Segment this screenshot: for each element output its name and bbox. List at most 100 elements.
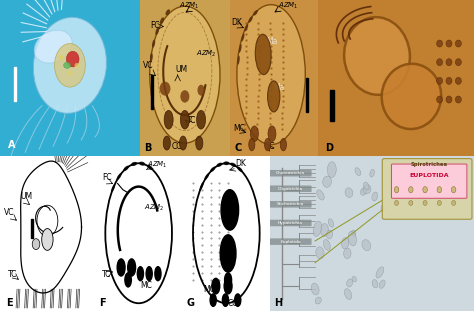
Ellipse shape [341,238,349,249]
Ellipse shape [446,59,452,66]
Text: UM: UM [21,192,33,201]
Ellipse shape [150,53,153,62]
Ellipse shape [248,16,253,23]
Ellipse shape [437,96,443,103]
Ellipse shape [452,201,456,206]
Bar [31,219,33,238]
Ellipse shape [456,77,461,84]
Ellipse shape [409,187,413,193]
Ellipse shape [316,247,324,259]
Text: Ma: Ma [237,198,248,207]
Ellipse shape [33,17,107,113]
Ellipse shape [423,187,428,193]
Text: $\mathit{AZM}_1$: $\mathit{AZM}_1$ [278,1,299,11]
Ellipse shape [221,190,238,230]
Ellipse shape [245,24,248,31]
Ellipse shape [204,173,209,180]
Text: F: F [99,298,106,308]
Ellipse shape [164,110,173,129]
Ellipse shape [328,219,334,227]
Text: CC: CC [265,142,275,151]
Ellipse shape [255,34,271,75]
Ellipse shape [437,77,443,84]
Ellipse shape [180,110,189,129]
Ellipse shape [59,55,64,60]
Bar [14,67,17,101]
Ellipse shape [456,96,461,103]
Ellipse shape [394,187,399,193]
Ellipse shape [163,136,171,150]
Ellipse shape [131,162,137,166]
Ellipse shape [225,273,232,287]
Ellipse shape [55,44,85,87]
Ellipse shape [34,30,72,63]
Ellipse shape [224,278,232,294]
Text: MC: MC [233,123,245,132]
Ellipse shape [200,182,204,191]
Bar [330,90,334,121]
Text: FC: FC [151,21,160,30]
Ellipse shape [364,182,369,190]
Text: TC: TC [102,270,111,279]
Ellipse shape [210,294,216,306]
Ellipse shape [239,44,242,53]
Ellipse shape [198,85,205,96]
Ellipse shape [323,239,330,250]
Text: MC: MC [203,285,215,294]
Ellipse shape [328,162,336,178]
Ellipse shape [160,81,171,96]
Ellipse shape [382,64,441,129]
Ellipse shape [351,230,356,236]
Ellipse shape [123,166,129,171]
Ellipse shape [437,59,443,66]
Ellipse shape [237,55,240,65]
Text: B: B [144,143,152,153]
Ellipse shape [451,187,456,193]
Text: UM: UM [176,64,188,73]
Ellipse shape [117,173,122,180]
Ellipse shape [197,110,206,129]
Ellipse shape [438,201,441,206]
Ellipse shape [66,51,79,67]
Ellipse shape [253,10,258,16]
Ellipse shape [370,169,374,177]
Ellipse shape [346,279,353,287]
Ellipse shape [180,90,189,103]
Text: Stichotrichia: Stichotrichia [277,202,304,206]
Ellipse shape [237,167,243,172]
Ellipse shape [237,5,305,145]
Text: A: A [9,140,16,150]
Ellipse shape [280,138,286,151]
Text: Choreotrichia: Choreotrichia [276,171,305,175]
Bar [306,78,309,112]
Ellipse shape [446,40,452,47]
Ellipse shape [67,71,73,76]
Text: G: G [187,298,195,308]
Ellipse shape [223,161,229,165]
Ellipse shape [155,267,161,281]
Text: Oligotrichia: Oligotrichia [278,187,303,191]
Ellipse shape [212,278,220,294]
Ellipse shape [117,259,125,276]
Text: EUPLOTIDA: EUPLOTIDA [410,173,449,178]
Ellipse shape [128,259,136,276]
Ellipse shape [311,283,319,295]
Ellipse shape [220,235,236,272]
Text: VC: VC [4,207,14,216]
FancyBboxPatch shape [392,164,467,198]
Ellipse shape [320,224,328,237]
Ellipse shape [124,272,132,288]
Ellipse shape [180,136,187,150]
Text: H: H [274,298,283,308]
Text: CC: CC [228,299,238,308]
Ellipse shape [230,163,236,167]
Ellipse shape [446,77,452,84]
Text: Hypotrichia: Hypotrichia [278,221,303,225]
Ellipse shape [42,229,53,250]
Text: Ma: Ma [237,242,248,251]
Text: $\mathit{AZM}_2$: $\mathit{AZM}_2$ [144,203,164,213]
Ellipse shape [344,248,351,259]
Ellipse shape [268,81,280,112]
Text: $\mathit{AZM}_1$: $\mathit{AZM}_1$ [179,1,200,11]
Ellipse shape [394,201,399,206]
